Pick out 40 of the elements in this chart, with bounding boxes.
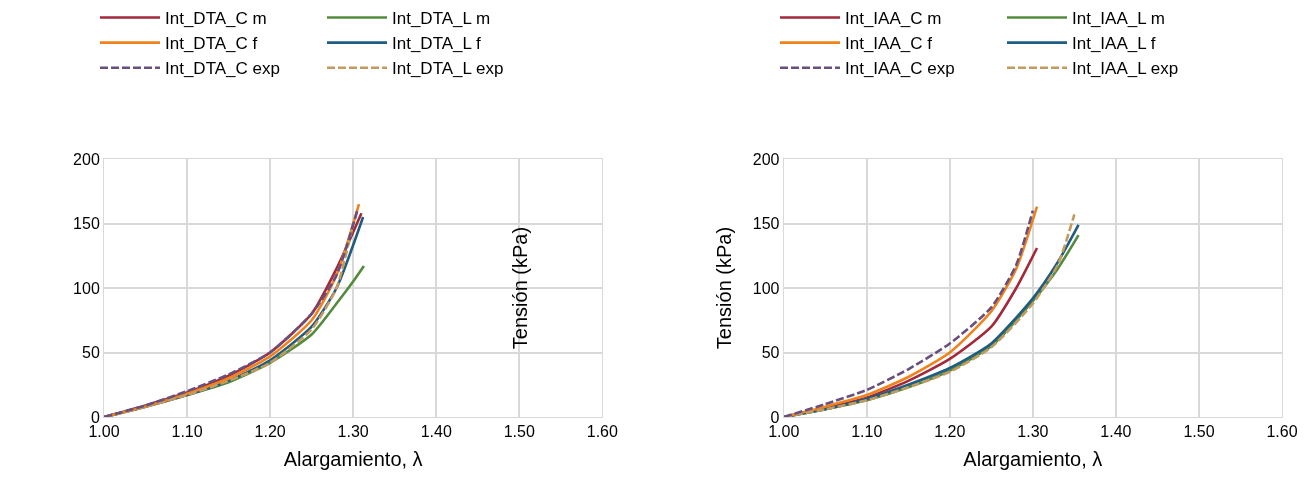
legend-label: Int_DTA_C exp <box>165 59 280 79</box>
legend-label: Int_IAA_C exp <box>845 59 955 79</box>
x-tick-label: 1.50 <box>503 423 535 441</box>
y-tick-label: 200 <box>73 150 100 168</box>
legend-label: Int_IAA_C f <box>845 34 933 54</box>
y-tick-label: 200 <box>752 150 780 168</box>
legend-label: Int_IAA_L f <box>1072 34 1156 54</box>
x-tick-label: 1.00 <box>88 423 120 441</box>
x-tick-label: 1.60 <box>1266 423 1298 441</box>
y-tick-label: 0 <box>770 408 780 426</box>
legend-label: Int_DTA_C f <box>165 34 258 54</box>
x-tick-label: 1.00 <box>768 423 800 441</box>
legend-label: Int_DTA_L f <box>392 34 482 54</box>
y-axis-title: Tensión (kPa) <box>713 226 736 350</box>
y-tick-label: 50 <box>761 344 780 362</box>
legend-label: Int_IAA_C m <box>845 9 942 29</box>
legend-label: Int_DTA_L m <box>392 9 491 29</box>
x-axis-title: Alargamiento, λ <box>283 447 423 470</box>
legend-label: Int_DTA_L exp <box>392 59 504 79</box>
x-tick-label: 1.30 <box>1017 423 1049 441</box>
x-tick-label: 1.60 <box>586 423 618 441</box>
legend-label: Int_IAA_L m <box>1072 9 1165 29</box>
legend-label: Int_IAA_L exp <box>1072 59 1179 79</box>
x-tick-label: 1.40 <box>420 423 452 441</box>
y-tick-label: 0 <box>90 408 100 426</box>
y-tick-label: 100 <box>752 279 780 297</box>
x-tick-label: 1.30 <box>337 423 369 441</box>
x-tick-label: 1.10 <box>171 423 203 441</box>
y-tick-label: 50 <box>82 344 100 362</box>
x-tick-label: 1.20 <box>934 423 966 441</box>
x-tick-label: 1.20 <box>254 423 286 441</box>
y-axis-title: Tensión (kPa) <box>509 226 531 350</box>
y-tick-label: 100 <box>73 279 100 297</box>
x-tick-label: 1.50 <box>1183 423 1215 441</box>
y-tick-label: 150 <box>752 215 780 233</box>
legend-label: Int_DTA_C m <box>165 9 267 29</box>
x-tick-label: 1.10 <box>851 423 883 441</box>
y-tick-label: 150 <box>73 215 100 233</box>
x-tick-label: 1.40 <box>1100 423 1132 441</box>
x-axis-title: Alargamiento, λ <box>963 447 1103 470</box>
